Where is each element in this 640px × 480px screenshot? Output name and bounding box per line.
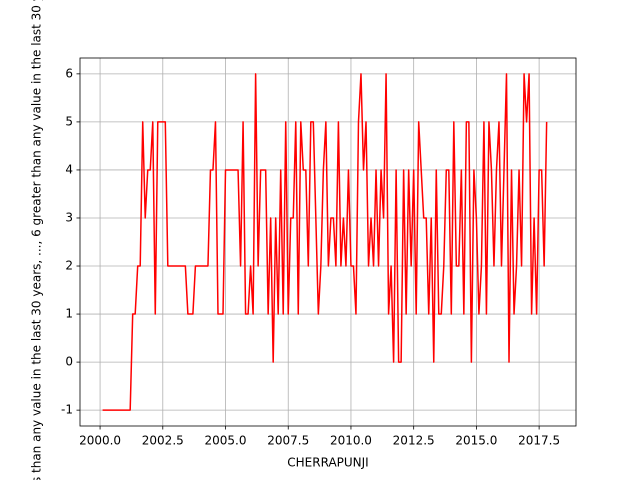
x-tick-label: 2002.5 — [142, 434, 184, 448]
y-tick-label: 6 — [65, 66, 73, 80]
y-axis-label: -1 less than any value in the last 30 ye… — [30, 0, 44, 480]
x-tick-label: 2007.5 — [267, 434, 309, 448]
x-tick-label: 2010.0 — [330, 434, 372, 448]
x-tick-label: 2000.0 — [79, 434, 121, 448]
x-tick-label: 2012.5 — [393, 434, 435, 448]
x-tick-label: 2017.5 — [518, 434, 560, 448]
y-tick-label: 5 — [65, 114, 73, 128]
y-tick-label: 1 — [65, 307, 73, 321]
x-axis-label: CHERRAPUNJI — [287, 456, 368, 470]
axes-frame — [79, 57, 577, 427]
y-tick-label: 4 — [65, 162, 73, 176]
y-tick-label: 0 — [65, 355, 73, 369]
x-tick-label: 2005.0 — [205, 434, 247, 448]
y-tick-label: 2 — [65, 259, 73, 273]
x-tick-label: 2015.0 — [455, 434, 497, 448]
y-tick-label: -1 — [61, 403, 73, 417]
data-line — [102, 73, 548, 411]
y-tick-label: 3 — [65, 210, 73, 224]
